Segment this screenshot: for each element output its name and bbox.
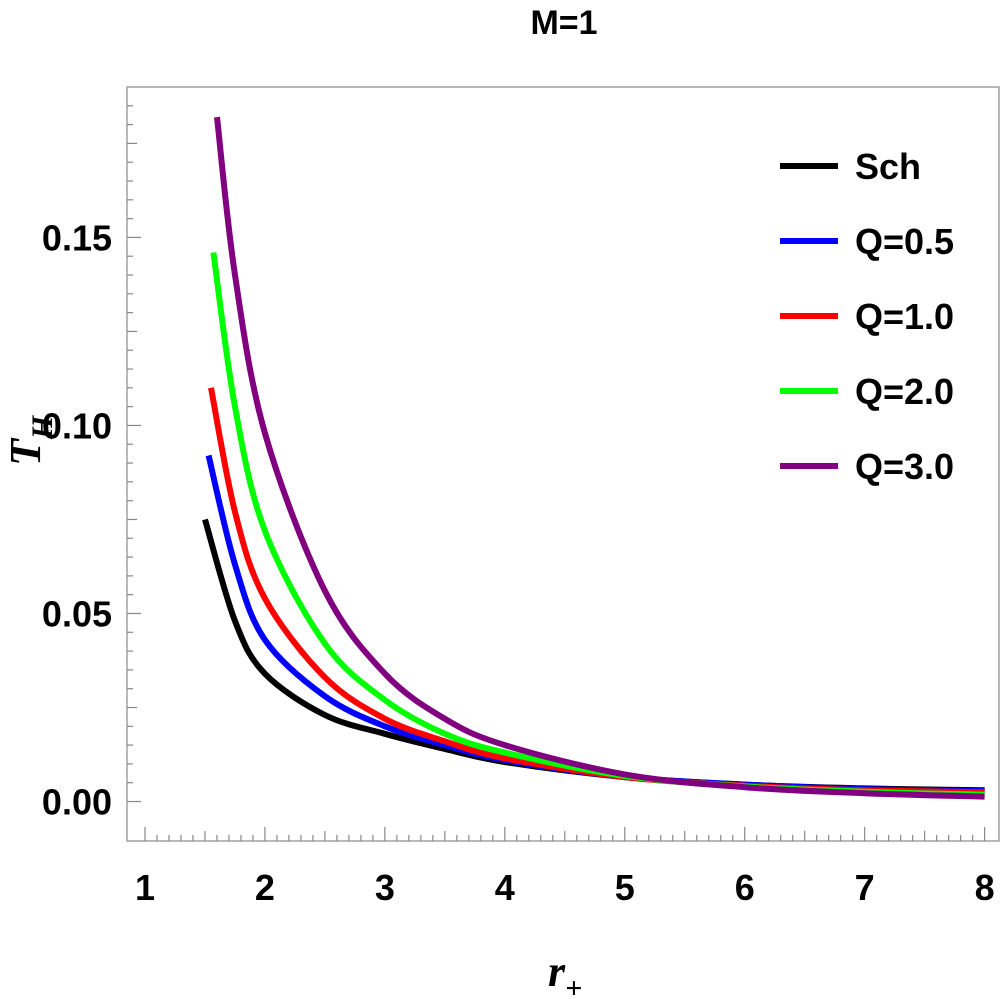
legend-label: Q=1.0 [855,296,954,337]
series-line-sch [202,518,985,794]
x-axis-label: r+ [548,947,582,999]
x-tick-label: 3 [375,867,395,908]
x-tick-label: 2 [255,867,275,908]
series-line-q-0-5 [205,454,985,794]
axis-ticks [127,105,986,841]
x-axis-label-sub: + [565,972,582,999]
y-tick-label: 0.05 [42,593,112,634]
x-tick-label: 1 [135,867,155,908]
x-tick-label: 8 [975,867,995,908]
x-tick-label: 4 [495,867,515,908]
series-line-q-3-0 [214,116,985,800]
x-tick-label: 6 [735,867,755,908]
y-axis-label-main: T [1,437,50,466]
x-tick-label: 7 [855,867,875,908]
chart-title: M=1 [530,4,597,42]
y-tick-label: 0.10 [42,405,112,446]
series-lines [202,116,985,800]
y-tick-label: 0.15 [42,217,112,258]
legend-label: Q=2.0 [855,371,954,412]
legend-label: Q=0.5 [855,221,954,262]
plot-frame [126,86,1000,842]
legend: Sch Q=0.5 Q=1.0 Q=2.0 Q=3.0 [780,146,954,487]
y-axis-label-sub: H [26,414,59,440]
y-axis-label: TH [1,414,59,466]
tick-labels: 1 2 3 4 5 6 7 8 0.00 0.05 0.10 0.15 [42,217,995,908]
x-axis-label-main: r [548,947,566,996]
y-tick-label: 0.00 [42,782,112,823]
x-tick-label: 5 [615,867,635,908]
legend-label: Sch [855,146,921,187]
legend-label: Q=3.0 [855,446,954,487]
